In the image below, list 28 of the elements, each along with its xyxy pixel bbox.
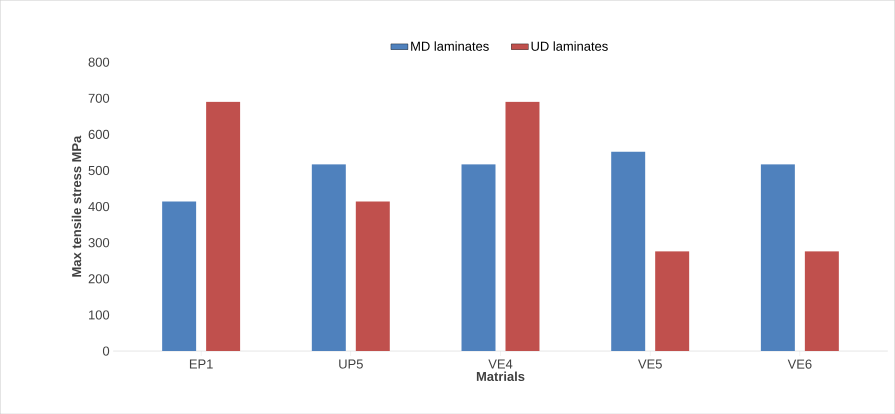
bar — [655, 251, 690, 351]
x-tick-label: VE6 — [788, 359, 812, 369]
y-tick-label: 600 — [88, 130, 110, 139]
legend-label: UD laminates — [532, 41, 608, 51]
y-tick-label: 800 — [88, 57, 110, 67]
y-tick-label: 500 — [88, 166, 110, 175]
legend-label: MD laminates — [411, 41, 489, 51]
y-tick-label: 700 — [88, 94, 110, 103]
y-axis-title: Max tensile stress MPa — [72, 136, 82, 277]
bar — [206, 102, 240, 351]
y-tick-label: 0 — [102, 346, 110, 356]
x-tick-label: UP5 — [339, 359, 363, 368]
bar — [505, 102, 540, 351]
x-tick-label: EP1 — [190, 359, 213, 368]
y-tick-label: 200 — [88, 274, 110, 284]
x-axis-title: Matrials — [476, 371, 524, 381]
x-tick-label: VE5 — [638, 359, 662, 368]
bar — [312, 164, 346, 351]
bar — [462, 164, 496, 351]
bar — [162, 201, 196, 351]
y-tick-label: 400 — [88, 202, 110, 212]
bar — [356, 201, 390, 351]
y-tick-label: 300 — [88, 238, 110, 248]
x-tick-label: VE4 — [488, 359, 512, 368]
y-tick-label: 100 — [89, 310, 110, 320]
bar — [611, 152, 646, 351]
bar — [760, 164, 795, 351]
bar — [804, 251, 839, 351]
